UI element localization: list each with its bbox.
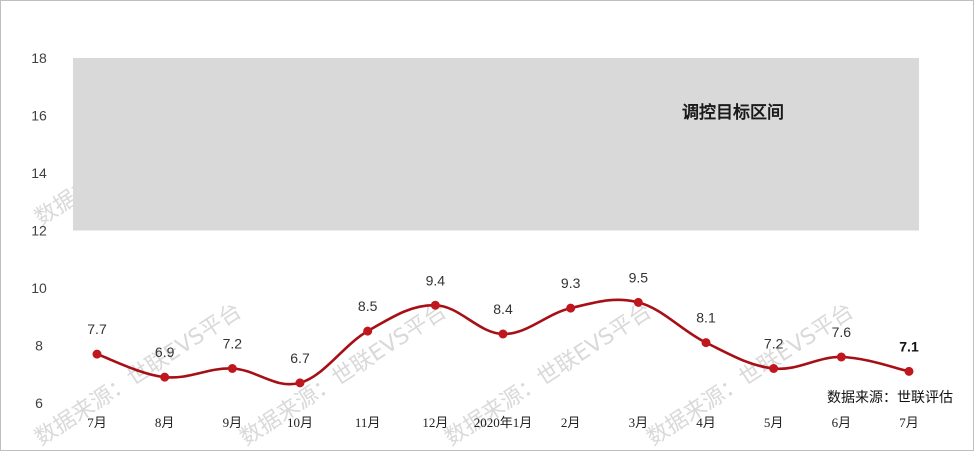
data-label: 7.6: [832, 324, 852, 340]
y-tick-label: 14: [31, 165, 47, 181]
x-tick-label: 7月: [87, 415, 107, 430]
data-label: 8.1: [696, 310, 716, 326]
x-tick-label: 10月: [287, 415, 313, 430]
data-label: 6.9: [155, 344, 175, 360]
data-label: 7.2: [764, 336, 784, 352]
watermark-text: 数据来源：世联EVS平台: [236, 299, 452, 450]
data-point: [769, 364, 779, 373]
data-label: 6.7: [290, 350, 310, 366]
data-label: 8.5: [358, 298, 378, 314]
watermark-text: 数据来源：世联EVS平台: [31, 299, 247, 450]
x-tick-label: 2020年1月: [474, 415, 533, 430]
x-tick-label: 2月: [561, 415, 581, 430]
x-tick-label: 11月: [355, 415, 381, 430]
target-band: [73, 58, 919, 231]
y-tick-label: 16: [31, 108, 47, 124]
x-tick-label: 9月: [223, 415, 243, 430]
data-point: [633, 297, 643, 307]
data-label: 9.5: [629, 269, 649, 285]
y-tick-label: 8: [35, 338, 43, 354]
x-tick-label: 8月: [155, 415, 175, 430]
data-label: 7.7: [87, 321, 107, 337]
data-point: [363, 326, 373, 336]
y-tick-label: 18: [31, 50, 47, 66]
data-point: [227, 364, 237, 373]
data-point: [836, 352, 846, 362]
data-label: 7.1: [899, 338, 919, 354]
source-note: 数据来源：世联评估: [827, 390, 953, 406]
x-tick-label: 3月: [629, 415, 649, 430]
x-tick-label: 12月: [422, 415, 448, 430]
data-point: [566, 303, 576, 313]
data-label: 9.4: [426, 272, 446, 288]
y-tick-label: 6: [35, 395, 43, 411]
data-point: [295, 378, 305, 388]
data-point: [498, 329, 508, 339]
data-point: [701, 338, 711, 348]
target-band-label: 调控目标区间: [682, 102, 784, 123]
data-label: 7.2: [223, 336, 243, 352]
x-tick-label: 5月: [764, 415, 784, 430]
x-tick-label: 4月: [696, 415, 716, 430]
data-point: [904, 366, 914, 376]
y-tick-label: 10: [31, 280, 47, 296]
y-tick-label: 12: [31, 223, 47, 239]
x-tick-label: 6月: [832, 415, 852, 430]
data-point: [92, 349, 102, 359]
x-tick-label: 7月: [899, 415, 919, 430]
data-label: 8.4: [493, 301, 513, 317]
data-point: [430, 300, 440, 310]
data-label: 9.3: [561, 275, 581, 291]
data-point: [160, 372, 170, 382]
